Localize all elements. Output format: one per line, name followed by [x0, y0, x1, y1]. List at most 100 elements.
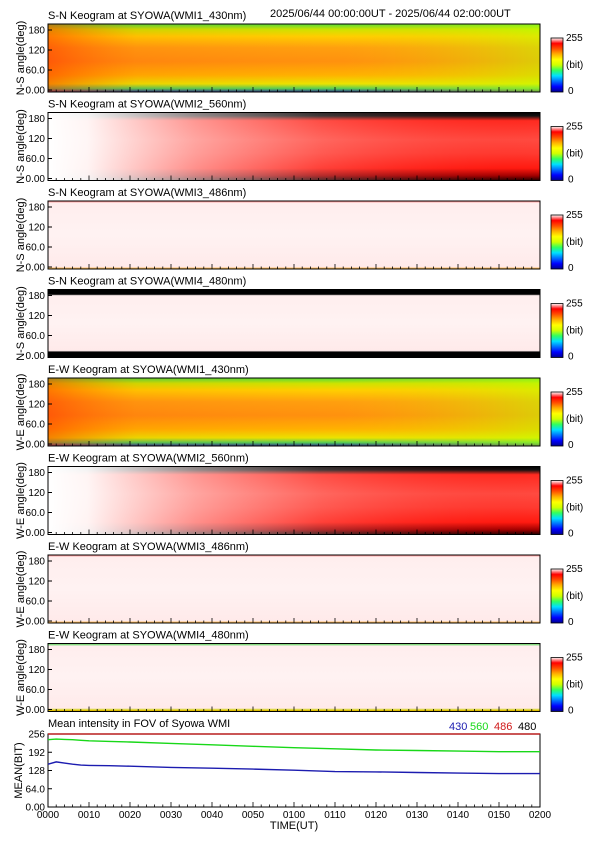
keogram-panel: S-N Keogram at SYOWA(WMI3_486nm)180 120 60…	[15, 187, 583, 274]
y-tick-label: 120	[28, 223, 45, 234]
keogram-panel: E-W Keogram at SYOWA(WMI2_560nm)180 120 60…	[15, 453, 583, 540]
colorbar-unit-label: (bit)	[566, 237, 583, 248]
legend-entry-560: 560	[470, 721, 488, 733]
mean-intensity-chart: Mean intensity in FOV of Syowa WMI 430 560…	[13, 718, 552, 832]
colorbar-min-label: 0	[568, 86, 574, 97]
colorbar-unit-label: (bit)	[566, 60, 583, 71]
x-tick-label: 0140	[447, 810, 470, 821]
x-tick-label: 0150	[488, 810, 511, 821]
panel-title: S-N Keogram at SYOWA(WMI2_560nm)	[48, 99, 246, 111]
y-tick-label: 60.0	[26, 154, 46, 165]
x-tick-label: 0000	[37, 810, 60, 821]
y-tick-label: 0.00	[26, 617, 46, 628]
y-tick-label: 0.00	[26, 174, 46, 185]
panel-title: E-W Keogram at SYOWA(WMI3_486nm)	[48, 541, 249, 553]
x-tick-label: 0040	[201, 810, 224, 821]
colorbar-max-label: 255	[566, 653, 583, 664]
keogram-panels: S-N Keogram at SYOWA(WMI1_430nm)18012060…	[15, 10, 583, 717]
legend-entry-430: 430	[449, 721, 467, 733]
series-line-430	[47, 761, 540, 775]
y-tick-label: 180	[28, 557, 45, 568]
colorbar-unit-label: (bit)	[566, 591, 583, 602]
y-axis-label: W-E angle(deg)	[15, 374, 27, 451]
colorbar	[550, 480, 564, 535]
keogram-panel: E-W Keogram at SYOWA(WMI4_480nm)180 120 60…	[15, 630, 583, 717]
y-tick-label: 180	[28, 203, 45, 214]
x-axis-label: TIME(UT)	[270, 820, 318, 832]
keogram-image	[48, 643, 540, 712]
y-tick-label: 120	[28, 134, 45, 145]
y-tick-label: 180	[28, 114, 45, 125]
colorbar-min-label: 0	[568, 175, 574, 186]
y-tick-label: 0.00	[26, 705, 46, 716]
keogram-image-overlay	[48, 378, 540, 446]
colorbar-unit-label: (bit)	[566, 326, 583, 337]
colorbar-min-label: 0	[568, 440, 574, 451]
x-tick-label: 0110	[324, 810, 346, 821]
keogram-panel: E-W Keogram at SYOWA(WMI3_486nm)180 120 60…	[15, 541, 583, 628]
y-tick-label: 180	[28, 645, 45, 656]
keogram-image	[48, 201, 540, 269]
x-tick-label: 0050	[242, 810, 265, 821]
keogram-panel: S-N Keogram at SYOWA(WMI1_430nm)180 120 60…	[15, 10, 583, 97]
colorbar-max-label: 255	[566, 210, 583, 221]
y-tick-label: 60.0	[26, 243, 46, 254]
colorbar-max-label: 255	[566, 33, 583, 44]
y-tick-label: 60.0	[26, 508, 46, 519]
y-axis-label: N-S angle(deg)	[15, 21, 27, 96]
y-tick-label: 192	[28, 748, 45, 759]
colorbar	[550, 303, 564, 358]
x-tick-label: 0130	[406, 810, 429, 821]
panel-title: S-N Keogram at SYOWA(WMI1_430nm)	[48, 10, 246, 22]
header-time-range: 2025/06/44 00:00:00UT - 2025/06/44 02:00…	[270, 8, 511, 20]
y-tick-label: 180	[28, 291, 45, 302]
colorbar-unit-label: (bit)	[566, 149, 583, 160]
x-tick-label: 0010	[78, 810, 101, 821]
keogram-panel: S-N Keogram at SYOWA(WMI4_480nm)180 120 60…	[15, 276, 583, 363]
y-axis-label: N-S angle(deg)	[15, 286, 27, 361]
colorbar	[550, 391, 564, 447]
y-axis-label: W-E angle(deg)	[15, 639, 27, 716]
y-tick-label: 60.0	[26, 597, 46, 608]
y-tick-label: 0.00	[26, 351, 46, 362]
colorbar-unit-label: (bit)	[566, 414, 583, 425]
y-tick-label: 128	[28, 766, 45, 777]
y-tick-label: 120	[28, 400, 45, 411]
keogram-panel: E-W Keogram at SYOWA(WMI1_430nm)180 120 60…	[15, 364, 583, 451]
y-tick-label: 180	[28, 26, 45, 37]
colorbar-unit-label: (bit)	[566, 680, 583, 691]
colorbar	[550, 214, 564, 270]
y-axis-label: W-E angle(deg)	[15, 462, 27, 539]
y-tick-label: 0.00	[26, 440, 46, 451]
colorbar	[550, 657, 564, 712]
panel-title: E-W Keogram at SYOWA(WMI4_480nm)	[48, 630, 249, 642]
colorbar	[550, 37, 564, 93]
y-tick-label: 180	[28, 468, 45, 479]
y-tick-label: 0.00	[26, 528, 46, 539]
y-tick-label: 120	[28, 46, 45, 57]
keogram-panel: S-N Keogram at SYOWA(WMI2_560nm)180 120 60…	[15, 99, 583, 186]
keogram-image-overlay	[48, 24, 540, 92]
colorbar-min-label: 0	[568, 529, 574, 540]
y-tick-label: 60.0	[26, 66, 46, 77]
y-tick-label: 120	[28, 577, 45, 588]
x-tick-label: 0200	[529, 810, 552, 821]
y-tick-label: 0.00	[26, 803, 46, 814]
panel-title: E-W Keogram at SYOWA(WMI2_560nm)	[48, 453, 249, 465]
keogram-image	[48, 289, 540, 358]
y-tick-label: 180	[28, 380, 45, 391]
y-axis-label: MEAN(BIT)	[13, 742, 25, 798]
panel-title: E-W Keogram at SYOWA(WMI1_430nm)	[48, 364, 249, 376]
colorbar-min-label: 0	[568, 617, 574, 628]
x-tick-label: 0100	[283, 810, 306, 821]
colorbar-max-label: 255	[566, 387, 583, 398]
y-tick-label: 120	[28, 311, 45, 322]
keogram-image-overlay	[48, 466, 540, 535]
y-axis-label: N-S angle(deg)	[15, 198, 27, 273]
y-tick-label: 60.0	[26, 685, 46, 696]
y-tick-label: 0.00	[26, 86, 46, 97]
colorbar-min-label: 0	[568, 706, 574, 717]
colorbar	[550, 568, 564, 624]
colorbar-unit-label: (bit)	[566, 503, 583, 514]
